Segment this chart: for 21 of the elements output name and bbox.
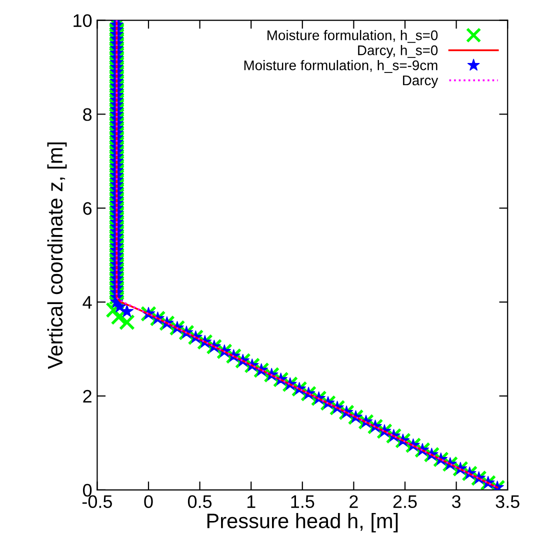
y-tick-label: 10 <box>74 14 92 27</box>
y-tick-label: 6 <box>83 202 92 215</box>
x-tick-label: 2 <box>350 495 358 508</box>
legend-label: Darcy, h_s=0 <box>358 45 438 58</box>
x-tick-label: 0.5 <box>188 495 212 508</box>
x-tick-label: 1 <box>247 495 256 508</box>
x-tick-label: 0 <box>144 495 153 508</box>
x-tick-label: -0.5 <box>82 495 112 508</box>
x-axis-title: Pressure head h, [m] <box>207 512 398 532</box>
y-tick-label: 2 <box>83 390 92 403</box>
legend-label: Darcy <box>403 76 438 88</box>
x-tick-label: 1.5 <box>291 495 314 508</box>
y-tick-label: 0 <box>83 484 92 497</box>
y-axis-title: Vertical coordinate z, [m] <box>47 142 67 370</box>
y-tick-label: 8 <box>83 108 92 121</box>
x-tick-label: 2.5 <box>393 495 417 508</box>
x-tick-label: 3.5 <box>496 495 520 508</box>
y-tick-label: 4 <box>82 296 92 309</box>
x-tick-label: 3 <box>452 495 461 508</box>
legend-label: Moisture formulation, h_s=-9cm <box>244 60 438 73</box>
legend-label: Moisture formulation, h_s=0 <box>268 30 438 43</box>
